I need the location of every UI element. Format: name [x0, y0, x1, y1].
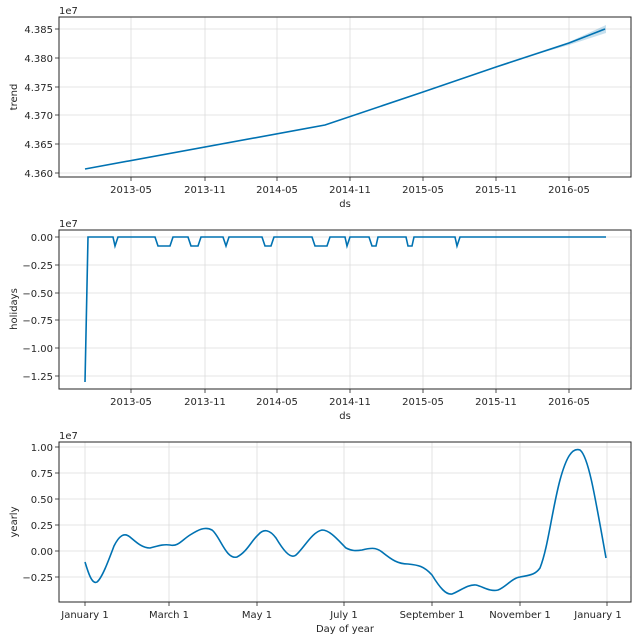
- yearly-x-axis-label: Day of year: [316, 624, 375, 635]
- yearly-panel: 1.00 0.75 0.50 0.25 0.00 −0.25 January 1…: [9, 431, 632, 635]
- holidays-panel: 0.00 −0.25 −0.50 −0.75 −1.00 −1.25 2013-…: [9, 219, 632, 422]
- holidays-xtick-label: 2015-11: [475, 397, 517, 408]
- holidays-ytick-label: −0.75: [22, 316, 53, 327]
- yearly-xtick-label: January 1: [573, 610, 621, 621]
- holidays-xtick-label: 2014-05: [256, 397, 298, 408]
- yearly-offset-label: 1e7: [59, 431, 78, 442]
- trend-ytick-label: 4.375: [24, 83, 53, 94]
- holidays-xtick-label: 2016-05: [548, 397, 590, 408]
- yearly-xtick-label: March 1: [149, 610, 189, 621]
- yearly-ytick-label: −0.25: [22, 573, 53, 584]
- yearly-axes-frame: [58, 441, 632, 603]
- trend-xtick-label: 2014-05: [256, 185, 298, 196]
- yearly-xtick-label: November 1: [489, 610, 551, 621]
- holidays-xtick-label: 2013-05: [110, 397, 152, 408]
- holidays-ytick-label: −0.25: [22, 261, 53, 272]
- trend-xtick-label: 2013-05: [110, 185, 152, 196]
- trend-uncertainty-band: [496, 25, 606, 66]
- trend-ytick-label: 4.385: [24, 25, 53, 36]
- yearly-xtick-label: September 1: [400, 610, 465, 621]
- holidays-xtick-label: 2015-05: [402, 397, 444, 408]
- yearly-ytick-label: 0.50: [31, 495, 53, 506]
- trend-xtick-label: 2016-05: [548, 185, 590, 196]
- trend-ytick-label: 4.365: [24, 140, 53, 151]
- trend-ytick-label: 4.380: [24, 54, 53, 65]
- holidays-xtick-label: 2014-11: [329, 397, 371, 408]
- trend-y-ticks: 4.385 4.380 4.375 4.370 4.365 4.360: [24, 25, 59, 180]
- yearly-y-ticks: 1.00 0.75 0.50 0.25 0.00 −0.25: [22, 443, 59, 584]
- yearly-y-axis-label: yearly: [9, 506, 20, 537]
- yearly-xtick-label: May 1: [242, 610, 272, 621]
- trend-xtick-label: 2015-05: [402, 185, 444, 196]
- trend-panel: 4.385 4.380 4.375 4.370 4.365 4.360 2013…: [9, 6, 632, 210]
- trend-xtick-label: 2015-11: [475, 185, 517, 196]
- trend-grid: [59, 17, 631, 177]
- trend-ytick-label: 4.370: [24, 111, 53, 122]
- holidays-grid: [59, 230, 631, 389]
- holidays-x-axis-label: ds: [339, 411, 351, 422]
- yearly-ytick-label: 1.00: [31, 443, 53, 454]
- holidays-ytick-label: 0.00: [31, 233, 53, 244]
- holidays-y-ticks: 0.00 −0.25 −0.50 −0.75 −1.00 −1.25: [22, 233, 59, 383]
- trend-xtick-label: 2013-11: [184, 185, 226, 196]
- yearly-x-ticks: January 1 March 1 May 1 July 1 September…: [60, 602, 622, 621]
- trend-offset-label: 1e7: [59, 6, 78, 17]
- trend-y-axis-label: trend: [9, 84, 20, 111]
- trend-x-axis-label: ds: [339, 199, 351, 210]
- holidays-ytick-label: −1.00: [22, 344, 53, 355]
- trend-ytick-label: 4.360: [24, 169, 53, 180]
- yearly-ytick-label: 0.75: [31, 469, 53, 480]
- yearly-line: [84, 448, 607, 595]
- trend-axes-frame: [58, 16, 632, 178]
- holidays-offset-label: 1e7: [59, 219, 78, 230]
- trend-x-ticks: 2013-05 2013-11 2014-05 2014-11 2015-05 …: [110, 177, 590, 196]
- holidays-line: [84, 236, 606, 383]
- holidays-xtick-label: 2013-11: [184, 397, 226, 408]
- holidays-ytick-label: −0.50: [22, 289, 53, 300]
- yearly-xtick-label: July 1: [329, 610, 358, 621]
- yearly-ytick-label: 0.00: [31, 547, 53, 558]
- holidays-y-axis-label: holidays: [9, 288, 20, 330]
- yearly-xtick-label: January 1: [60, 610, 108, 621]
- trend-xtick-label: 2014-11: [329, 185, 371, 196]
- yearly-grid: [59, 442, 631, 602]
- holidays-x-ticks: 2013-05 2013-11 2014-05 2014-11 2015-05 …: [110, 389, 590, 408]
- yearly-ytick-label: 0.25: [31, 521, 53, 532]
- holidays-axes-frame: [58, 229, 632, 390]
- holidays-ytick-label: −1.25: [22, 372, 53, 383]
- trend-line: [84, 28, 606, 170]
